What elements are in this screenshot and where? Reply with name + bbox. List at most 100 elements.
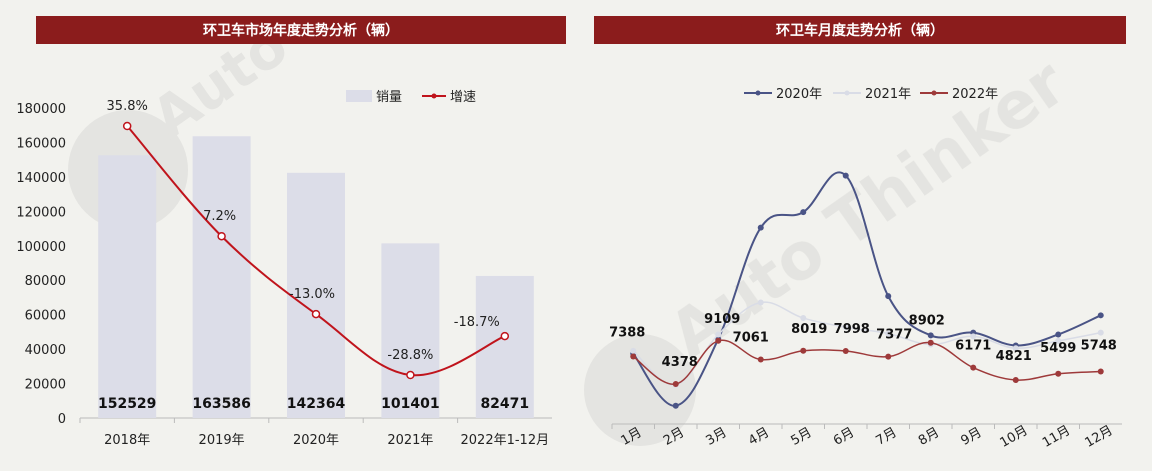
series-point (1097, 368, 1104, 375)
series-point (715, 337, 722, 344)
x-tick-label: 2018年 (104, 433, 150, 448)
series-point (800, 209, 807, 216)
series-point (885, 353, 892, 360)
legend-swatch-bar (346, 90, 372, 102)
bar (98, 155, 157, 419)
monthly-chart: 1月 2月 3月 4月 5月 6月 7月 8月 9月 10月 11月 12月 7388 4378 9109 7… (609, 87, 1122, 451)
series-point (630, 353, 637, 360)
series-point (715, 331, 722, 338)
series-point (672, 402, 679, 409)
series-point (800, 347, 807, 354)
data-label-2022: 7388 (609, 326, 645, 341)
series-point (885, 330, 892, 337)
monthly-chart-title: 环卫车月度走势分析（辆） (594, 16, 1126, 44)
series-point (970, 333, 977, 340)
y-tick-label: 60000 (25, 309, 66, 324)
y-tick-label: 0 (58, 412, 66, 427)
x-tick-label: 4月 (746, 425, 772, 449)
growth-data-label: -13.0% (289, 287, 335, 302)
series-point (1012, 345, 1019, 352)
yearly-chart-panel: 环卫车市场年度走势分析（辆） 0 20000 40000 60000 80000 1000… (16, 16, 566, 448)
series-point (842, 347, 849, 354)
y-tick-label: 160000 (16, 136, 66, 151)
series-point (672, 381, 679, 388)
legend-label: 2021年 (865, 87, 911, 102)
legend-marker (931, 90, 937, 96)
bar-data-label: 163586 (192, 396, 250, 412)
yearly-chart: 0 20000 40000 60000 80000 100000 120000 140000 1… (16, 90, 552, 448)
yearly-chart-title: 环卫车市场年度走势分析（辆） (36, 16, 566, 44)
growth-point (406, 370, 415, 380)
bar (381, 243, 440, 418)
x-tick-label: 12月 (1082, 423, 1115, 451)
bar-data-label: 142364 (287, 396, 346, 412)
bar-data-label: 152529 (98, 396, 156, 412)
growth-point (311, 309, 321, 319)
bar (192, 136, 251, 418)
legend-label: 2022年 (952, 87, 998, 102)
series-point (757, 356, 764, 363)
series-point (1012, 376, 1019, 383)
legend-label: 2020年 (776, 87, 822, 102)
x-tick-label: 7月 (874, 425, 900, 449)
x-tick-label: 2019年 (199, 433, 245, 448)
series-point (970, 364, 977, 371)
monthly-chart-panel: 环卫车月度走势分析（辆） 1月 2月 3月 4月 5月 6月 7月 8月 9月 10月 11月 12月… (578, 0, 1152, 471)
data-label-2022: 4821 (996, 349, 1032, 364)
x-tick-label: 2月 (661, 425, 687, 449)
series-point (885, 293, 892, 300)
x-tick-label: 2020年 (293, 433, 339, 448)
data-label-2022: 5499 (1040, 341, 1076, 356)
series-point (927, 339, 934, 346)
x-tick-label: 11月 (1040, 423, 1073, 451)
x-tick-label: 2021年 (387, 433, 433, 448)
series-point (757, 224, 764, 231)
growth-point (217, 231, 226, 241)
x-tick-label: 5月 (789, 425, 815, 449)
x-tick-label: 6月 (831, 425, 857, 449)
x-tick-label: 1月 (619, 425, 645, 449)
y-tick-label: 140000 (16, 171, 66, 186)
series-point (1055, 331, 1062, 338)
bar-data-label: 82471 (480, 396, 529, 412)
series-point (1097, 329, 1104, 336)
series-point (927, 332, 934, 339)
x-tick-label: 2022年1-12月 (461, 433, 550, 448)
x-tick-label: 3月 (704, 425, 730, 449)
data-label-2022: 7377 (876, 328, 912, 343)
data-label-2022: 8019 (791, 322, 827, 337)
growth-data-label: 35.8% (107, 99, 148, 114)
series-point (842, 172, 849, 179)
data-label-2022: 7998 (834, 322, 870, 337)
x-tick-label: 10月 (997, 423, 1030, 451)
y-tick-label: 120000 (16, 205, 66, 220)
growth-data-label: 7.2% (203, 209, 236, 224)
data-label-2022: 6171 (955, 339, 991, 354)
y-tick-label: 80000 (25, 274, 66, 289)
series-point (842, 324, 849, 331)
y-tick-label: 100000 (16, 240, 66, 255)
legend-marker-growth (431, 93, 437, 99)
series-point (1055, 370, 1062, 377)
y-tick-label: 40000 (25, 343, 66, 358)
x-tick-label: 9月 (959, 425, 985, 449)
series-point (1097, 312, 1104, 319)
series-point (1055, 337, 1062, 344)
data-label-2022: 7061 (733, 331, 769, 346)
y-tick-label: 20000 (25, 378, 66, 393)
series-point (800, 315, 807, 322)
legend-label-growth: 增速 (450, 90, 476, 105)
growth-line (126, 125, 506, 377)
data-label-2022: 8902 (909, 314, 945, 329)
growth-data-label: -18.7% (454, 315, 500, 330)
bar-data-label: 101401 (381, 396, 439, 412)
growth-point (122, 121, 132, 131)
y-tick-label: 180000 (16, 102, 66, 117)
growth-point (500, 331, 510, 341)
growth-data-label: -28.8% (387, 348, 433, 363)
data-label-2022: 9109 (704, 312, 740, 327)
legend-marker (755, 90, 761, 96)
data-label-2022: 4378 (662, 355, 698, 370)
legend-label-bar: 销量 (376, 90, 402, 105)
legend-marker (844, 90, 850, 96)
